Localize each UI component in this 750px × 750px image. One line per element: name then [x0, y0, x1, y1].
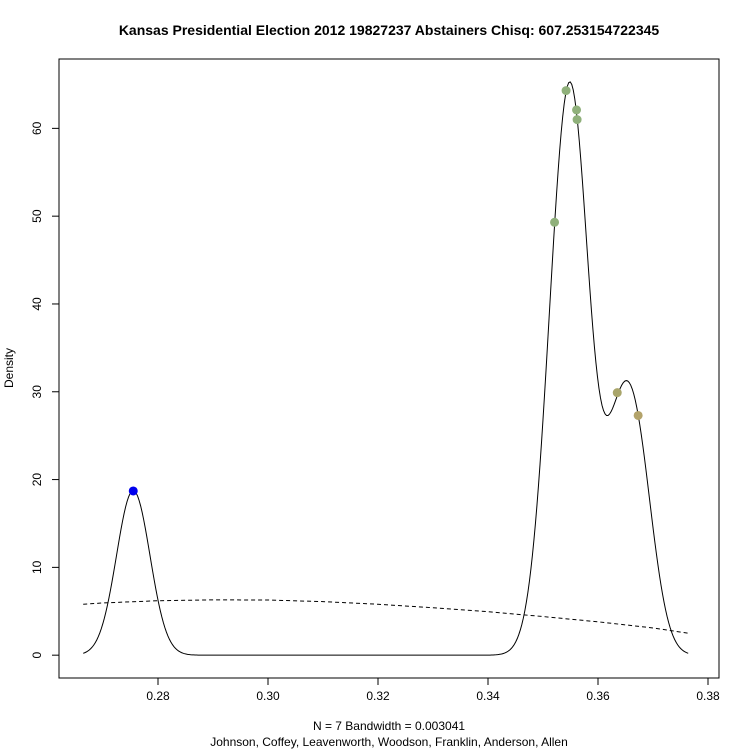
- normal-reference-curve: [83, 599, 689, 634]
- chart-title: Kansas Presidential Election 2012 198272…: [119, 22, 660, 38]
- county-point: [572, 105, 582, 115]
- x-tick-label: 0.28: [146, 689, 170, 703]
- county-point: [561, 86, 571, 96]
- x-axis-label-counties: Johnson, Coffey, Leavenworth, Woodson, F…: [210, 735, 568, 749]
- x-tick-label: 0.34: [476, 689, 500, 703]
- county-point: [128, 486, 138, 496]
- y-tick-label: 0: [30, 652, 44, 659]
- y-tick-label: 30: [30, 385, 44, 399]
- y-axis: 0 10 20 30 40 50 60: [30, 121, 60, 659]
- county-point: [550, 217, 560, 227]
- x-tick-label: 0.30: [256, 689, 280, 703]
- y-tick-label: 50: [30, 209, 44, 223]
- series-layer: [83, 81, 689, 656]
- y-tick-label: 40: [30, 297, 44, 311]
- x-axis-label-stats: N = 7 Bandwidth = 0.003041: [313, 719, 465, 733]
- x-tick-label: 0.32: [366, 689, 390, 703]
- county-point: [572, 115, 582, 125]
- x-tick-label: 0.36: [586, 689, 610, 703]
- y-axis-label: Density: [2, 348, 16, 388]
- x-axis: 0.28 0.30 0.32 0.34 0.36 0.38: [146, 677, 720, 703]
- kde-density-curve: [83, 81, 689, 656]
- y-tick-label: 60: [30, 121, 44, 135]
- county-point: [612, 388, 622, 398]
- y-tick-label: 20: [30, 473, 44, 487]
- points-layer: [128, 86, 643, 496]
- y-tick-label: 10: [30, 560, 44, 574]
- x-tick-label: 0.38: [696, 689, 720, 703]
- county-point: [633, 410, 643, 420]
- plot-frame: [58, 58, 720, 679]
